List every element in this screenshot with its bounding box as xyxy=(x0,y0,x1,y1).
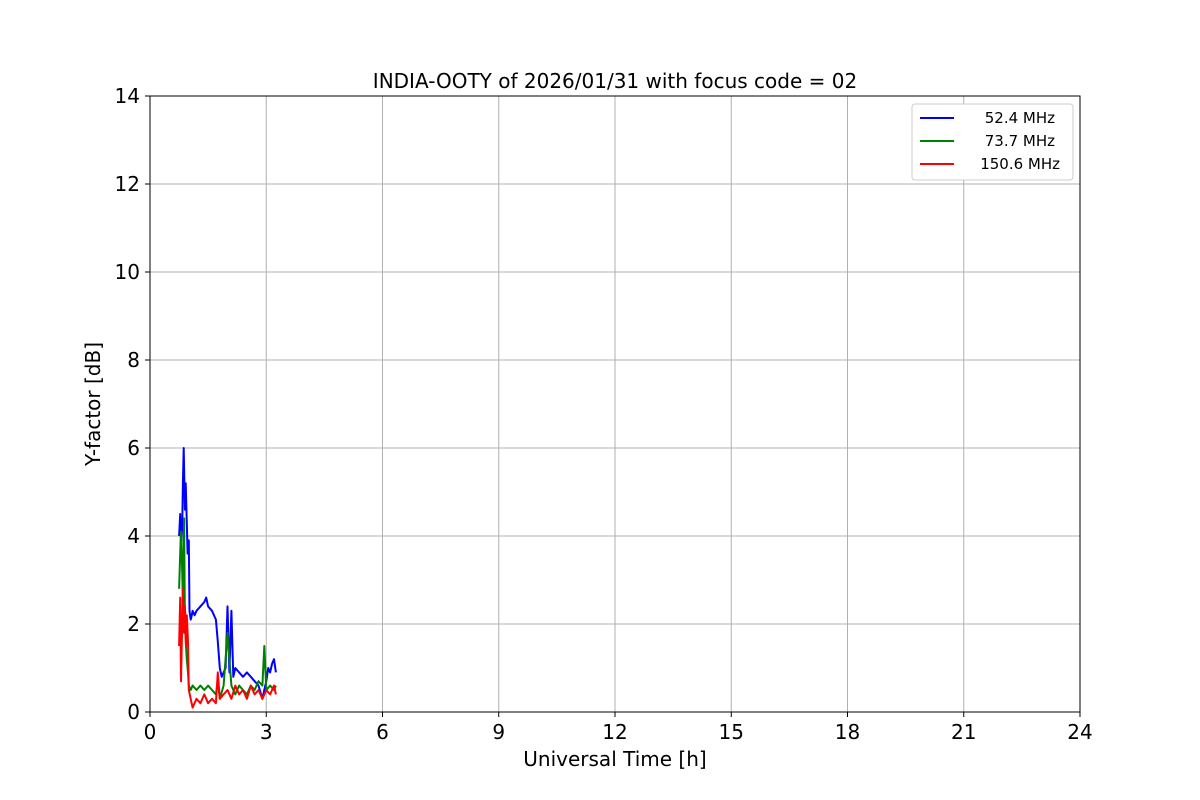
x-tick-label: 15 xyxy=(719,720,744,744)
y-tick-label: 2 xyxy=(127,612,140,636)
y-tick-label: 6 xyxy=(127,436,140,460)
x-tick-label: 21 xyxy=(951,720,976,744)
x-tick-label: 3 xyxy=(260,720,273,744)
y-tick-label: 4 xyxy=(127,524,140,548)
x-tick-label: 24 xyxy=(1067,720,1092,744)
x-tick-label: 9 xyxy=(492,720,505,744)
grid-lines xyxy=(149,95,1081,713)
y-tick-label: 12 xyxy=(115,172,140,196)
legend-label-0: 52.4 MHz xyxy=(985,109,1055,127)
y-tick-label: 10 xyxy=(115,260,140,284)
x-tick-label: 6 xyxy=(376,720,389,744)
legend-box xyxy=(911,103,1074,181)
series-line-0 xyxy=(178,447,277,700)
y-tick-label: 8 xyxy=(127,348,140,372)
legend-label-2: 150.6 MHz xyxy=(980,155,1060,173)
chart-title: INDIA-OOTY of 2026/01/31 with focus code… xyxy=(373,69,857,93)
y-tick-label: 14 xyxy=(115,84,140,108)
y-axis-label: Y-factor [dB] xyxy=(81,342,105,467)
x-tick-label: 0 xyxy=(144,720,157,744)
x-tick-label: 12 xyxy=(602,720,627,744)
legend: 52.4 MHz 73.7 MHz 150.6 MHz xyxy=(911,103,1074,181)
x-tick-label: 18 xyxy=(835,720,860,744)
series-lines xyxy=(178,447,277,709)
x-axis-label: Universal Time [h] xyxy=(523,747,706,771)
y-tick-label: 0 xyxy=(127,700,140,724)
series-line-2 xyxy=(178,587,277,709)
legend-label-1: 73.7 MHz xyxy=(985,132,1055,150)
